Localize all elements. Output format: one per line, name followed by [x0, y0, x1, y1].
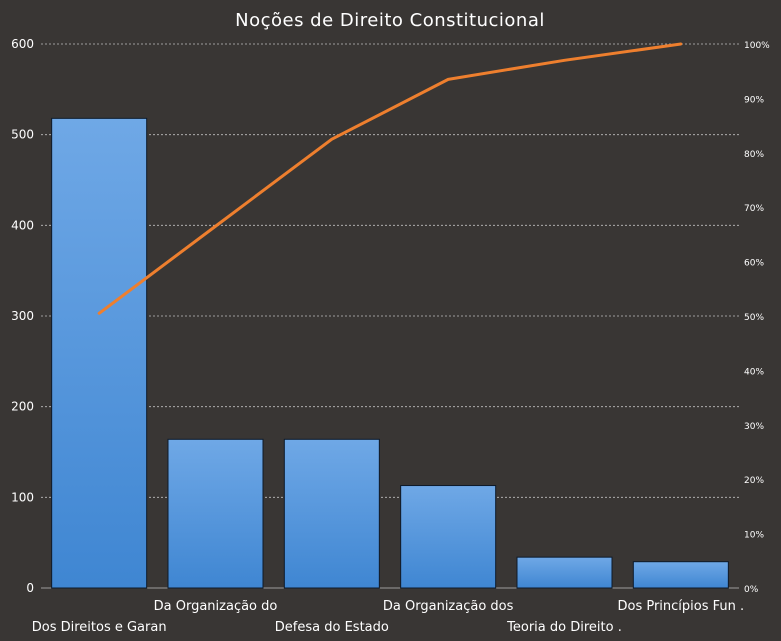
bar — [283, 438, 380, 589]
y2-tick-label: 50% — [744, 313, 764, 323]
cumulative-line — [97, 42, 683, 315]
left-axis-ticks: 0 100 200 300 400 500 600 — [11, 37, 34, 595]
y-tick-label: 100 — [11, 490, 34, 504]
y2-tick-label: 10% — [744, 531, 764, 541]
category-label: Dos Princípios Fun . — [617, 599, 744, 614]
category-labels: Dos Direitos e Garan Da Organização do Def… — [32, 599, 744, 635]
bar — [51, 117, 148, 589]
category-label: Teoria do Direito . — [506, 620, 622, 635]
bar — [632, 561, 729, 589]
category-label: Defesa do Estado — [275, 620, 389, 635]
y-tick-label: 200 — [11, 400, 34, 414]
gridlines — [41, 43, 739, 589]
y2-tick-label: 70% — [744, 204, 764, 214]
y2-tick-label: 0% — [744, 585, 759, 595]
y-tick-label: 600 — [11, 37, 34, 51]
y2-tick-label: 30% — [744, 422, 764, 432]
y2-tick-label: 20% — [744, 476, 764, 486]
y2-tick-label: 60% — [744, 259, 764, 269]
y-tick-label: 300 — [11, 309, 34, 323]
category-label: Da Organização dos — [383, 599, 514, 614]
bar — [400, 485, 497, 589]
y2-tick-label: 100% — [744, 41, 770, 51]
cumulative-line-layer — [97, 42, 683, 315]
y2-tick-label: 90% — [744, 95, 764, 105]
bar — [516, 556, 613, 589]
bars — [51, 117, 729, 589]
chart-title: Noções de Direito Constitucional — [235, 10, 545, 31]
y2-tick-label: 40% — [744, 367, 764, 377]
y-tick-label: 400 — [11, 218, 34, 232]
y2-tick-label: 80% — [744, 150, 764, 160]
category-label: Dos Direitos e Garan — [32, 620, 167, 635]
y-tick-label: 0 — [26, 581, 34, 595]
y-tick-label: 500 — [11, 128, 34, 142]
bar — [167, 438, 264, 589]
category-label: Da Organização do — [154, 599, 278, 614]
right-axis-ticks: 0% 10% 20% 30% 40% 50% 60% 70% 80% 90% 100% — [744, 41, 770, 595]
